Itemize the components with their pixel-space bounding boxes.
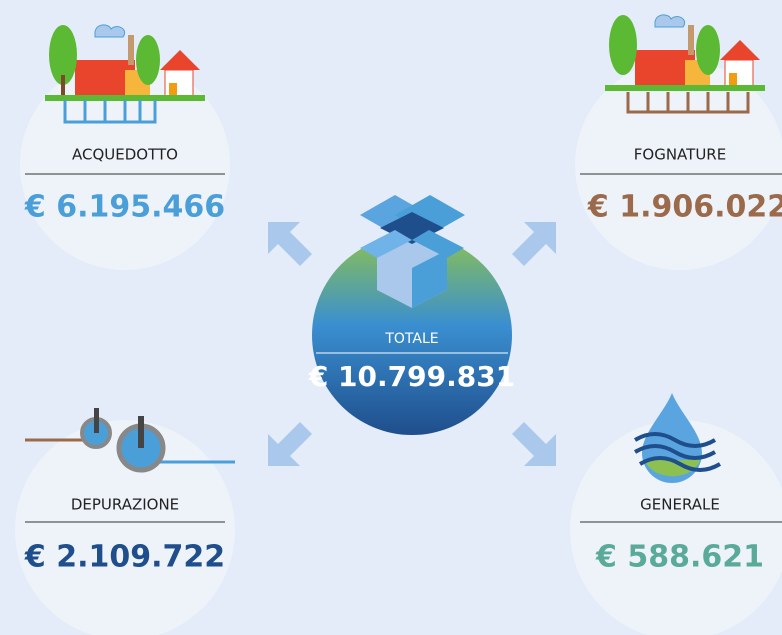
town-icon: [45, 24, 205, 124]
item-amount: € 2.109.722: [24, 540, 225, 575]
total-label: TOTALE: [384, 331, 438, 347]
item-label: DEPURAZIONE: [71, 496, 179, 514]
pump-icon: [25, 408, 235, 473]
item-label: GENERALE: [640, 496, 720, 514]
circle: [575, 60, 782, 270]
water-icon: [633, 393, 722, 483]
box-icon: [360, 195, 465, 308]
total-circle: [312, 235, 512, 435]
total-amount: € 10.799.831: [308, 360, 515, 393]
item-amount: € 6.195.466: [24, 190, 225, 225]
circle: [20, 60, 230, 270]
circle: [15, 420, 235, 635]
item-amount: € 588.621: [595, 540, 764, 575]
item-label: FOGNATURE: [634, 146, 726, 164]
circle: [570, 420, 782, 635]
arrows: [268, 222, 556, 466]
item-label: ACQUEDOTTO: [72, 146, 178, 164]
item-amount: € 1.906.022: [587, 190, 782, 225]
town-icon: [605, 14, 765, 114]
